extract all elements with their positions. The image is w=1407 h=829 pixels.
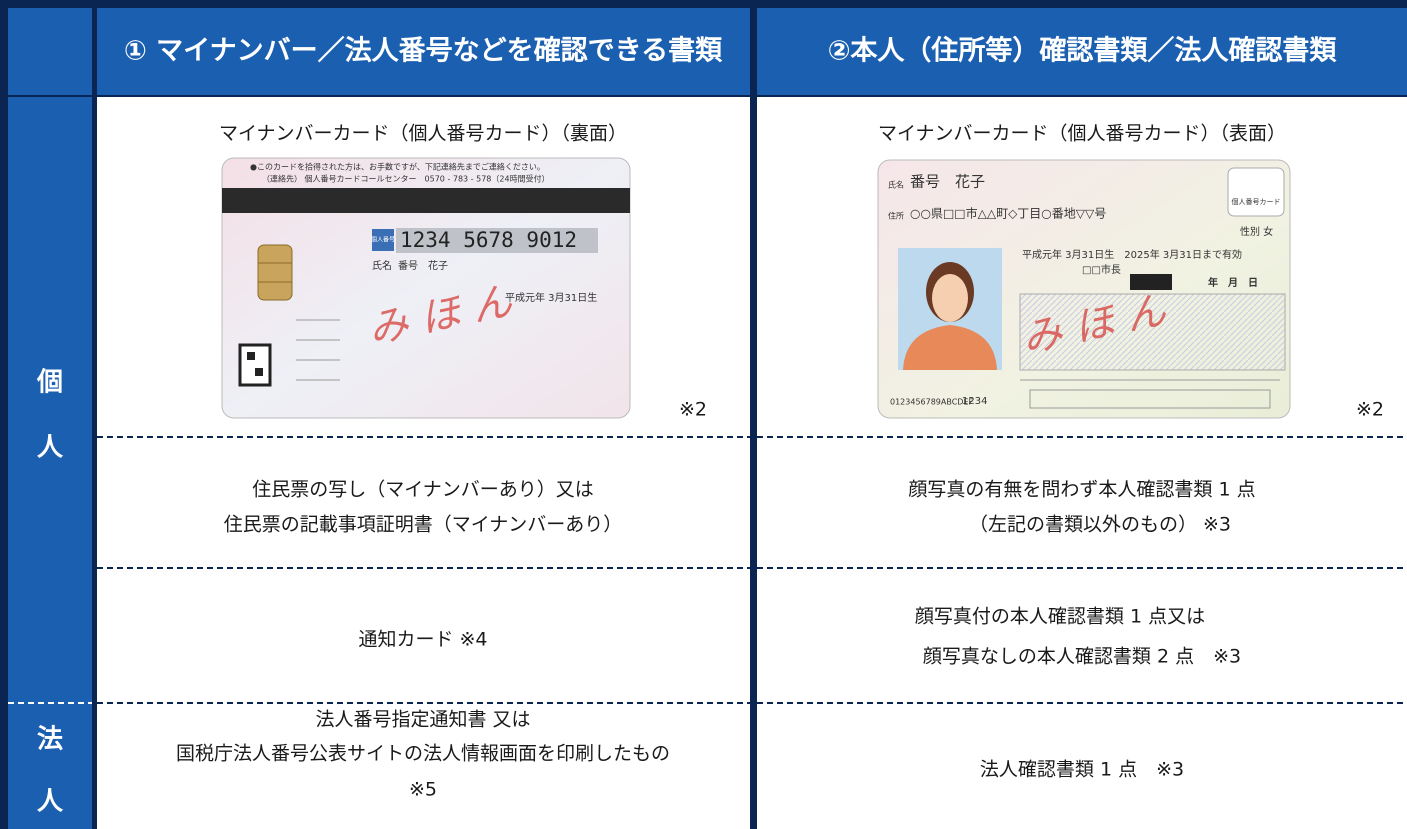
header-cell: [757, 8, 1407, 95]
cell-text: ※5: [409, 779, 437, 801]
chip: [257, 244, 293, 301]
card-text: □□市長: [1082, 263, 1121, 276]
card-text: 0123456789ABCDEF: [890, 398, 974, 407]
card-back: ●このカードを拾得された方は、お手数ですが、下記連絡先までご連絡ください。 （連…: [221, 157, 631, 419]
card-text: 平成元年 3月31日生 2025年 3月31日まで有効: [1022, 248, 1242, 261]
cell-text: 住民票の写し（マイナンバーあり）又は: [252, 479, 594, 501]
card-text: 個人番号カード: [1232, 197, 1281, 206]
section-label: 人: [36, 787, 64, 817]
number-box: [396, 228, 598, 253]
card-text: ○○県□□市△△町◇丁目○番地▽▽号: [910, 207, 1106, 221]
card-text: 氏名: [372, 259, 392, 272]
section-label: 個: [36, 368, 63, 398]
card-text: 番号 花子: [398, 259, 448, 272]
qr-code: [238, 343, 272, 387]
card-text: 年 月 日: [1208, 276, 1258, 289]
qr-dot: [255, 368, 263, 376]
card-text: （連絡先） 個人番号カードコールセンター 0570 - 783 - 578（24…: [262, 174, 550, 184]
card-text: 氏名: [888, 180, 904, 190]
cell-text: 顔写真なしの本人確認書類 2 点 ※3: [923, 646, 1241, 668]
card-text: 1234 5678 9012: [400, 228, 577, 252]
magnetic-strip: [222, 188, 630, 213]
card-text: 1234: [962, 396, 987, 407]
cell-text: （左記の書類以外のもの） ※3: [969, 514, 1231, 536]
cell-text: 通知カード ※4: [358, 629, 487, 651]
cell-text: 法人番号指定通知書 又は: [315, 709, 530, 731]
card-text: 性別 女: [1240, 225, 1273, 238]
number-badge: [372, 229, 394, 251]
badge: [1227, 167, 1285, 217]
section-column: [8, 97, 92, 829]
header-text: ① マイナンバー／法人番号などを確認できる書類: [124, 35, 723, 67]
photo-body: [903, 325, 997, 370]
photo-face: [932, 274, 968, 322]
card-text: ●このカードを拾得された方は、お手数ですが、下記連絡先までご連絡ください。: [250, 162, 545, 172]
cell-text: 住民票の記載事項証明書（マイナンバーあり）: [224, 514, 623, 536]
cell-text: マイナンバーカード（個人番号カード）（表面）: [878, 123, 1286, 145]
hatched-area: [1019, 293, 1286, 371]
header-cell: [97, 8, 750, 95]
qr-dot: [247, 352, 255, 360]
card-text: 個人番号: [371, 236, 395, 244]
cell-text: マイナンバーカード（個人番号カード）（裏面）: [219, 123, 627, 145]
card-front: 氏名 番号 花子 住所 ○○県□□市△△町◇丁目○番地▽▽号 個人番号カード 性…: [877, 159, 1291, 419]
card-text: 平成元年 3月31日生: [505, 291, 597, 304]
header-corner: [8, 8, 92, 95]
card-text: 住所: [888, 211, 904, 221]
note: ※2: [679, 399, 707, 421]
cell-text: 顔写真付の本人確認書類 1 点又は: [915, 606, 1205, 628]
card-body: [221, 157, 631, 419]
card-text: 番号 花子: [910, 173, 985, 191]
header-text: ②本人（住所等）確認書類／法人確認書類: [828, 35, 1338, 67]
cell-text: 顔写真の有無を問わず本人確認書類 1 点: [908, 479, 1255, 501]
section-label: 法: [37, 725, 63, 755]
cell-text: 国税庁法人番号公表サイトの法人情報画面を印刷したもの: [176, 743, 670, 765]
note: ※2: [1356, 399, 1384, 421]
cell-text: 法人確認書類 1 点 ※3: [980, 759, 1184, 781]
section-label: 人: [36, 433, 64, 463]
signature-box: [1029, 389, 1271, 409]
label-box: [1130, 274, 1172, 290]
